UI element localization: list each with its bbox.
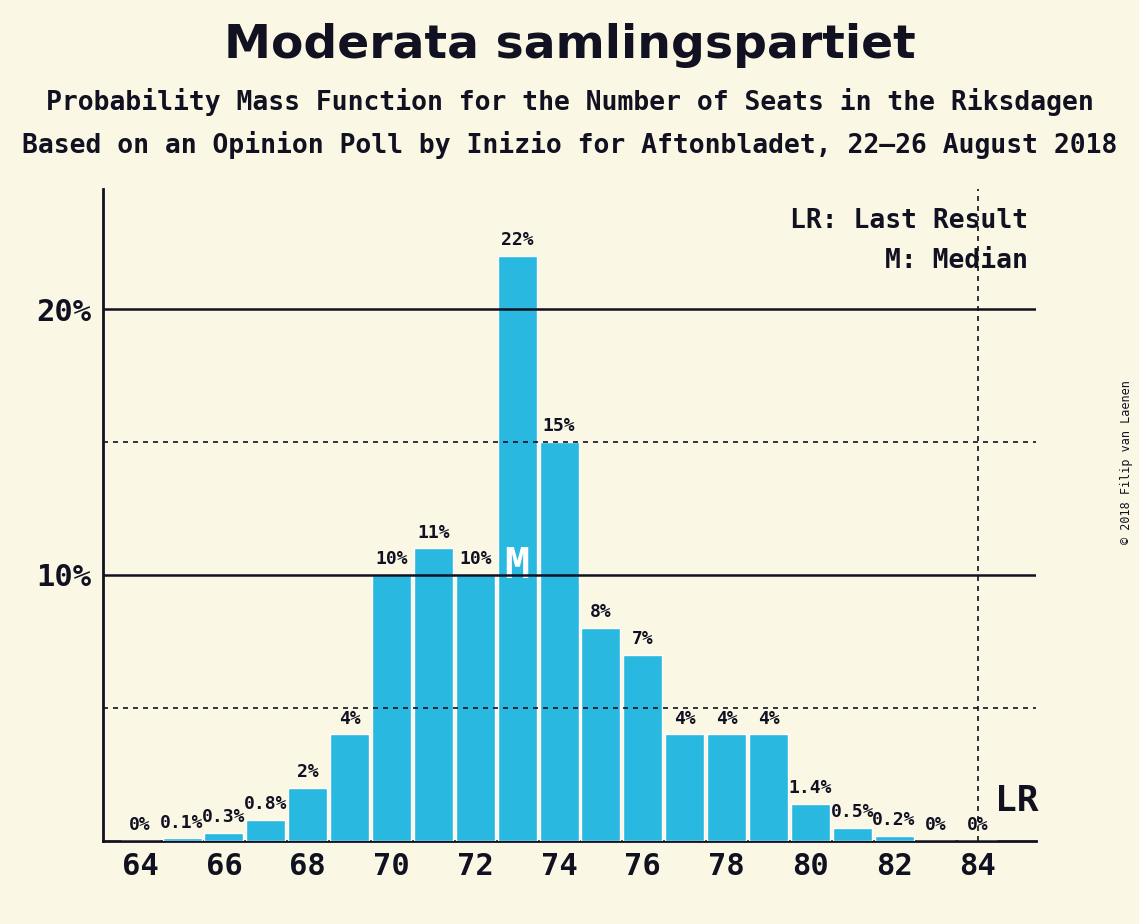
Text: 2%: 2% [297,763,319,781]
Text: 1.4%: 1.4% [788,779,833,797]
Bar [749,735,788,841]
Text: Based on an Opinion Poll by Inizio for Aftonbladet, 22–26 August 2018: Based on an Opinion Poll by Inizio for A… [22,131,1117,159]
Bar [665,735,704,841]
Text: 8%: 8% [590,603,612,622]
Text: 0.1%: 0.1% [161,813,204,832]
Text: 10%: 10% [459,551,492,568]
Text: 0.3%: 0.3% [203,808,246,826]
Bar [540,442,579,841]
Bar [498,256,536,841]
Text: 15%: 15% [542,418,575,435]
Text: 0.8%: 0.8% [244,795,288,813]
Bar [790,804,830,841]
Bar [288,787,327,841]
Text: 4%: 4% [715,710,737,728]
Text: 7%: 7% [632,630,654,648]
Text: 4%: 4% [757,710,779,728]
Text: 4%: 4% [338,710,360,728]
Bar [246,820,286,841]
Text: M: Median: M: Median [885,248,1029,274]
Bar [456,575,494,841]
Bar [623,655,662,841]
Text: 22%: 22% [501,231,533,249]
Bar [330,735,369,841]
Text: 0.2%: 0.2% [872,811,916,829]
Bar [163,838,202,841]
Text: 0%: 0% [130,816,151,834]
Bar [205,833,244,841]
Bar [833,828,871,841]
Text: Moderata samlingspartiet: Moderata samlingspartiet [223,23,916,68]
Text: © 2018 Filip van Laenen: © 2018 Filip van Laenen [1121,380,1133,544]
Text: LR: Last Result: LR: Last Result [790,208,1029,234]
Text: 0%: 0% [925,816,947,834]
Text: 0%: 0% [967,816,989,834]
Text: Probability Mass Function for the Number of Seats in the Riksdagen: Probability Mass Function for the Number… [46,88,1093,116]
Bar [875,835,913,841]
Bar [372,575,411,841]
Text: M: M [505,545,530,587]
Bar [581,628,621,841]
Bar [413,548,453,841]
Bar [707,735,746,841]
Text: LR: LR [994,784,1038,818]
Text: 10%: 10% [375,551,408,568]
Text: 0.5%: 0.5% [830,803,874,821]
Text: 11%: 11% [417,524,450,541]
Text: 4%: 4% [674,710,696,728]
